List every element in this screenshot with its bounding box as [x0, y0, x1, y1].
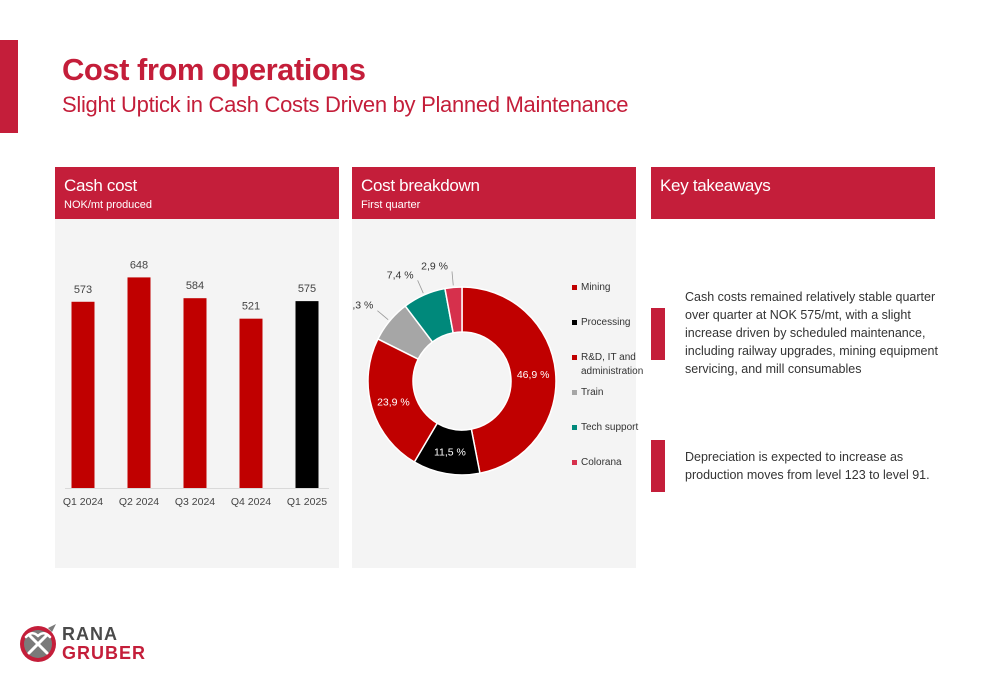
cash-cost-panel-header: Cash cost NOK/mt produced — [55, 167, 339, 219]
legend-swatch — [572, 460, 577, 465]
legend-swatch — [572, 390, 577, 395]
legend-item: Processing — [572, 316, 630, 330]
bar-q4-2024 — [239, 318, 263, 488]
legend-swatch — [572, 285, 577, 290]
takeaway-text: Depreciation is expected to increase as … — [685, 450, 930, 482]
legend-swatch — [572, 320, 577, 325]
donut-leader-line — [377, 310, 389, 320]
logo-text-rana: RANA — [62, 624, 118, 644]
cost-breakdown-panel: Cost breakdown First quarter 46,9 % 11,5 … — [352, 167, 643, 568]
takeaway-marker — [651, 308, 665, 360]
donut-data-label: 11,5 % — [434, 446, 466, 458]
logo-text-gruber: GRUBER — [62, 643, 147, 663]
x-tick-label: Q1 2025 — [287, 496, 327, 508]
bar-q2-2024 — [127, 277, 151, 488]
donut-data-label: 23,9 % — [377, 396, 410, 408]
bar-q1-2024 — [71, 301, 95, 488]
takeaway-marker — [651, 440, 665, 492]
page-title: Cost from operations — [62, 52, 366, 87]
donut-slice-mining — [461, 286, 557, 475]
key-takeaways-panel: Key takeaways — [651, 167, 935, 219]
bar-value-label: 573 — [74, 284, 92, 296]
page-subtitle: Slight Uptick in Cash Costs Driven by Pl… — [62, 92, 629, 117]
legend-label: Mining — [581, 282, 611, 293]
header-accent-bar — [0, 40, 18, 133]
legend-label: Colorana — [581, 457, 622, 468]
bar-q1-2025 — [295, 301, 319, 488]
donut-leader-line — [451, 271, 454, 286]
legend-item: Tech support — [572, 421, 638, 435]
bar-q3-2024 — [183, 298, 207, 488]
donut-data-label: 7,3 % — [352, 300, 373, 312]
cash-cost-panel: Cash cost NOK/mt produced 573 Q1 2024 648 Q… — [55, 167, 339, 568]
cash-cost-bar-chart: 573 Q1 2024 648 Q2 2024 584 Q3 2024 521 Q4 2024… — [63, 259, 329, 508]
donut-data-label: 2,9 % — [421, 260, 448, 272]
takeaway-text: Cash costs remained relatively stable qu… — [685, 290, 938, 376]
cash-cost-title: Cash cost — [64, 176, 137, 195]
donut-data-label: 46,9 % — [517, 369, 550, 381]
bar-value-label: 648 — [130, 259, 148, 271]
cash-cost-subtitle: NOK/mt produced — [64, 199, 153, 211]
legend-label: Processing — [581, 317, 631, 328]
donut-data-label: 7,4 % — [387, 269, 414, 281]
donut-slice-colorana — [444, 286, 463, 334]
legend-label: Tech support — [581, 422, 639, 433]
donut-slice-r-d-it-and-administration — [367, 337, 439, 464]
cost-breakdown-donut-chart: 46,9 % 11,5 % 23,9 % 7,3 % 7,4 % 2,9 % — [352, 260, 557, 476]
legend-label: R&D, IT and administration — [581, 352, 644, 377]
x-tick-label: Q2 2024 — [119, 496, 159, 508]
donut-leader-line — [417, 280, 424, 294]
x-tick-label: Q3 2024 — [175, 496, 215, 508]
x-tick-label: Q4 2024 — [231, 496, 271, 508]
legend-item: Mining — [572, 281, 610, 295]
legend-swatch — [572, 355, 577, 360]
key-takeaways-title: Key takeaways — [660, 176, 771, 195]
company-logo: RANA GRUBER — [18, 622, 218, 670]
x-tick-label: Q1 2024 — [63, 496, 103, 508]
legend-item: Train — [572, 386, 603, 400]
bar-value-label: 575 — [298, 283, 316, 295]
legend-swatch — [572, 425, 577, 430]
logo-emblem-icon — [20, 624, 56, 662]
legend-item: R&D, IT and administration — [572, 351, 643, 379]
legend-label: Train — [581, 387, 604, 398]
cost-breakdown-title: Cost breakdown — [361, 176, 480, 195]
bar-value-label: 584 — [186, 280, 204, 292]
bar-value-label: 521 — [242, 301, 260, 313]
key-takeaways-panel-header: Key takeaways — [651, 167, 935, 219]
cost-breakdown-subtitle: First quarter — [361, 199, 421, 211]
legend-item: Colorana — [572, 456, 622, 470]
cost-breakdown-panel-header: Cost breakdown First quarter — [352, 167, 636, 219]
